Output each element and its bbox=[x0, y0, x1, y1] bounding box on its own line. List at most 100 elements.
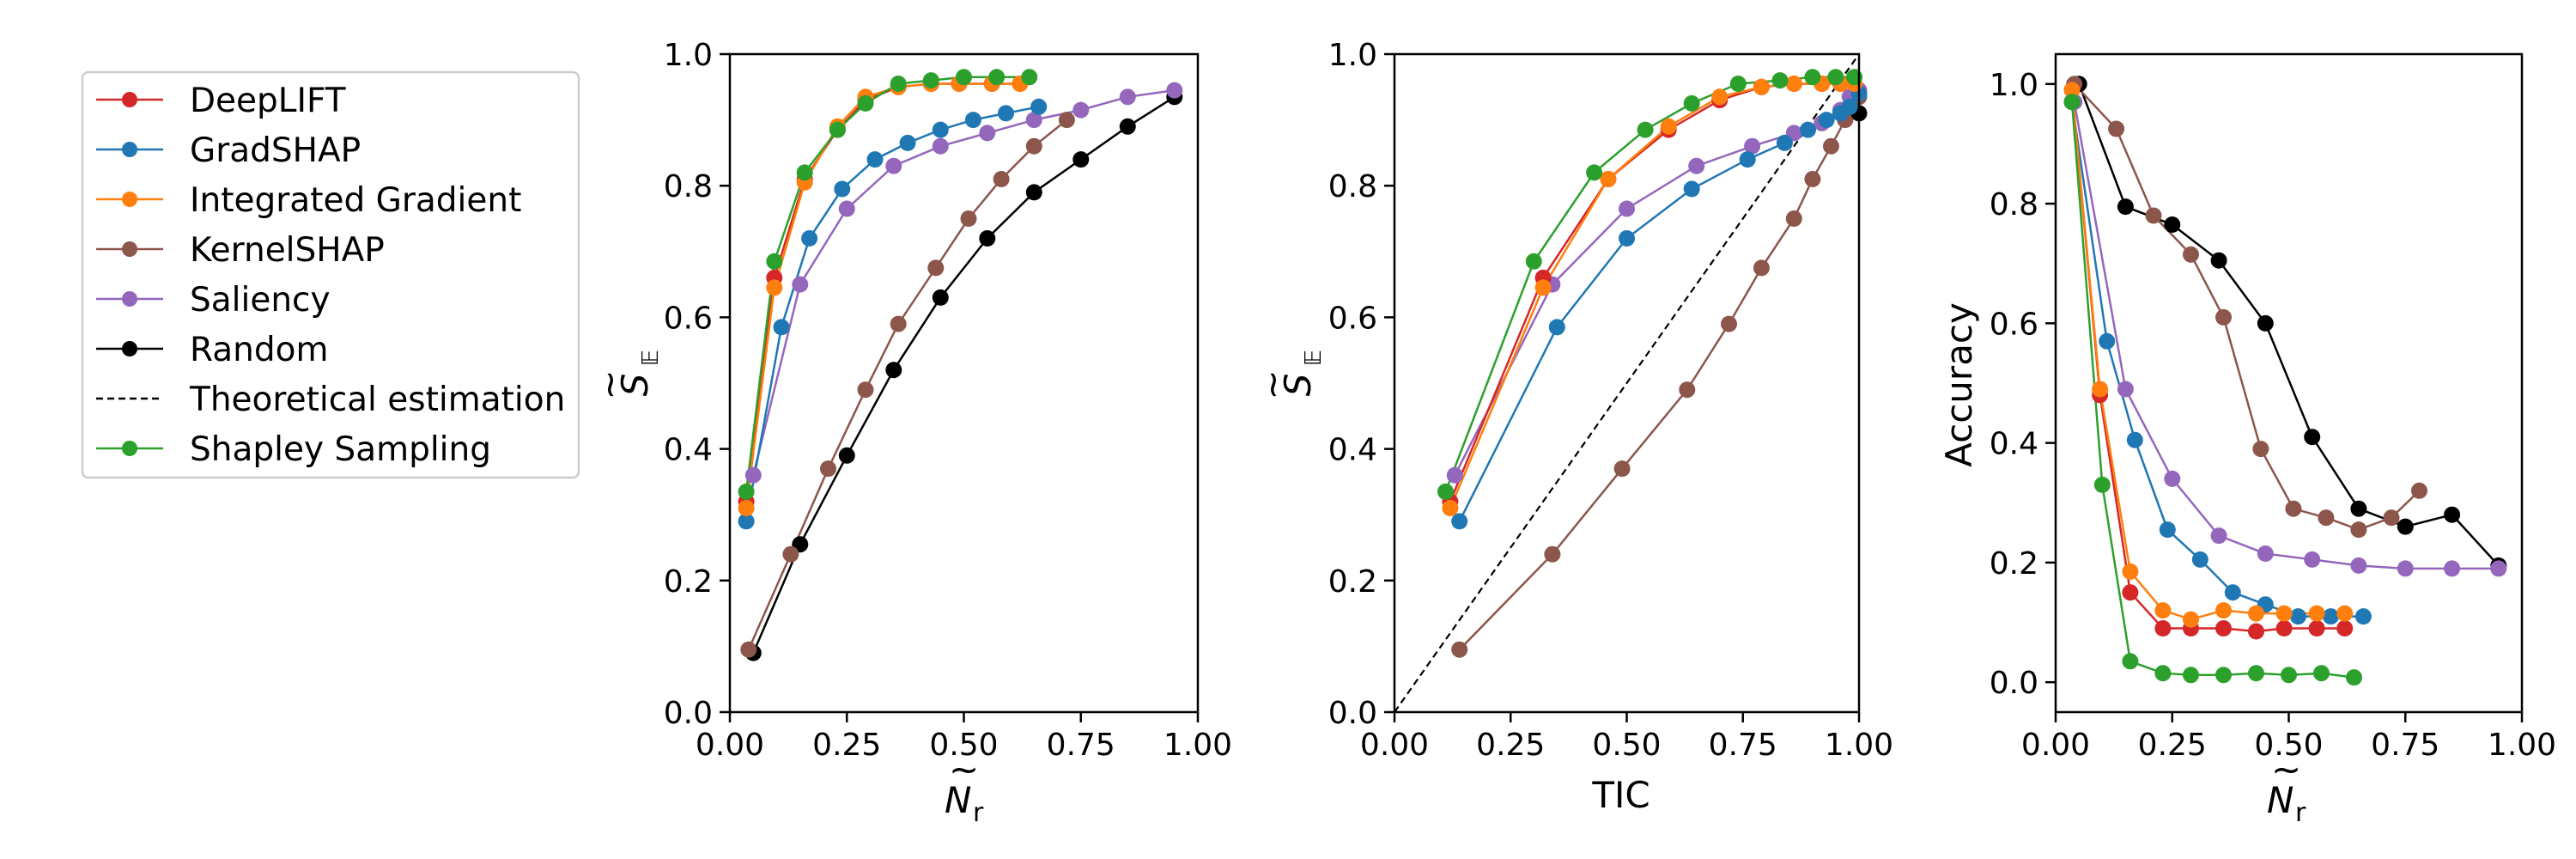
data-point-random bbox=[2117, 198, 2134, 216]
legend-marker-deeplift bbox=[122, 92, 137, 107]
legend-marker-integrated-gradient bbox=[122, 192, 137, 207]
y-tick-label: 0.0 bbox=[664, 696, 713, 731]
data-point-shapley-sampling bbox=[766, 253, 783, 270]
data-point-saliency bbox=[838, 200, 855, 217]
data-point-saliency bbox=[744, 466, 762, 484]
legend-entry-random: Random bbox=[96, 331, 328, 369]
data-point-shapley-sampling bbox=[2154, 665, 2172, 682]
x-axis-label-tilde: ~ bbox=[2271, 748, 2301, 790]
x-axis-label-subscript: r bbox=[973, 798, 984, 828]
data-point-gradshap bbox=[834, 180, 851, 198]
y-tick-label: 0.0 bbox=[1990, 666, 2038, 701]
y-tick-label: 0.4 bbox=[1990, 427, 2038, 462]
x-tick-label: 0.50 bbox=[929, 728, 998, 763]
data-point-integrated-gradient bbox=[2336, 605, 2354, 622]
data-point-shapley-sampling bbox=[1525, 253, 1542, 270]
data-point-integrated-gradient bbox=[2063, 82, 2081, 99]
legend-entry-deeplift: DeepLIFT bbox=[96, 82, 346, 120]
y-tick-label: 0.2 bbox=[1328, 564, 1377, 600]
data-point-kernelshap bbox=[927, 259, 945, 277]
data-point-kernelshap bbox=[2108, 120, 2125, 137]
data-point-shapley-sampling bbox=[829, 121, 846, 138]
data-point-saliency bbox=[979, 125, 996, 142]
data-point-shapley-sampling bbox=[890, 76, 907, 92]
data-point-saliency bbox=[1744, 137, 1761, 155]
data-point-kernelshap bbox=[960, 210, 977, 227]
chart-panel-3: 0.00 0.25 0.50 0.75 1.00 0.0 0.2 0.4 0.6 0.8 1.0 A… bbox=[1938, 52, 2556, 828]
data-point-random bbox=[932, 289, 949, 306]
data-point-gradshap bbox=[2224, 584, 2241, 601]
x-tick-label: 0.50 bbox=[2254, 728, 2323, 763]
data-point-shapley-sampling bbox=[2248, 665, 2264, 682]
data-point-random bbox=[1072, 151, 1090, 168]
data-point-random bbox=[979, 230, 996, 247]
data-point-saliency bbox=[2350, 557, 2367, 574]
series-line-shapley-sampling bbox=[744, 76, 1030, 492]
chart-panel-1: 0.00 0.25 0.50 0.75 1.00 0.0 0.2 0.4 0.6 0.8 1.0 S… bbox=[588, 38, 1232, 828]
data-point-saliency bbox=[932, 137, 949, 155]
y-tick-label: 1.0 bbox=[1328, 38, 1377, 73]
data-point-gradshap bbox=[2159, 521, 2176, 539]
y-tick-label: 0.0 bbox=[1328, 696, 1377, 731]
x-tick-label: 1.00 bbox=[1163, 728, 1232, 763]
data-point-integrated-gradient bbox=[2275, 605, 2293, 622]
legend-marker-gradshap bbox=[122, 142, 137, 157]
series-line-saliency bbox=[752, 88, 1175, 476]
data-point-kernelshap bbox=[740, 641, 757, 658]
data-point-shapley-sampling bbox=[1804, 69, 1821, 86]
data-point-kernelshap bbox=[1544, 545, 1561, 563]
data-point-kernelshap bbox=[1025, 137, 1042, 155]
data-point-shapley-sampling bbox=[922, 72, 939, 89]
legend-marker-shapley-sampling bbox=[122, 441, 137, 456]
y-tick-label: 0.6 bbox=[1328, 301, 1377, 336]
data-point-kernelshap bbox=[1058, 112, 1075, 129]
data-point-integrated-gradient bbox=[1785, 76, 1802, 92]
y-axis-label-main: S bbox=[614, 374, 656, 397]
data-point-gradshap bbox=[998, 105, 1014, 122]
data-point-integrated-gradient bbox=[1442, 500, 1459, 516]
y-tick-label: 0.4 bbox=[664, 433, 713, 468]
data-point-random bbox=[2304, 429, 2321, 446]
data-point-saliency bbox=[2444, 560, 2461, 577]
data-point-kernelshap bbox=[2252, 441, 2269, 458]
data-point-shapley-sampling bbox=[956, 69, 972, 86]
legend-entry-saliency: Saliency bbox=[96, 281, 331, 320]
data-point-gradshap bbox=[1776, 134, 1793, 151]
data-point-saliency bbox=[2117, 381, 2134, 398]
legend-label: Random bbox=[190, 331, 328, 369]
data-point-kernelshap bbox=[890, 315, 907, 332]
data-point-gradshap bbox=[964, 112, 981, 129]
data-point-integrated-gradient bbox=[2248, 605, 2264, 622]
x-tick-label: 0.50 bbox=[1592, 728, 1661, 763]
data-point-kernelshap bbox=[820, 460, 836, 478]
data-point-gradshap bbox=[2354, 608, 2372, 625]
data-point-shapley-sampling bbox=[2063, 94, 2081, 111]
legend-label: Shapley Sampling bbox=[190, 430, 491, 469]
data-point-gradshap bbox=[932, 121, 949, 138]
data-point-saliency bbox=[1688, 157, 1705, 174]
y-tick-label: 0.6 bbox=[1990, 307, 2038, 342]
data-point-shapley-sampling bbox=[1827, 69, 1844, 86]
x-axis-label-main: N bbox=[945, 779, 971, 821]
data-point-saliency bbox=[1119, 88, 1136, 106]
axes-frame bbox=[1393, 52, 1861, 714]
series-line-shapley-sampling bbox=[2070, 101, 2354, 679]
y-tick-label: 0.6 bbox=[664, 301, 713, 336]
data-point-saliency bbox=[1446, 466, 1463, 484]
x-axis-label: N ~ r bbox=[2267, 748, 2306, 828]
data-point-random bbox=[2257, 314, 2274, 332]
data-point-integrated-gradient bbox=[1660, 118, 1677, 135]
data-point-deeplift bbox=[2154, 620, 2172, 637]
data-point-integrated-gradient bbox=[1753, 78, 1770, 95]
x-tick-label: 1.00 bbox=[2488, 728, 2556, 763]
legend-entry-shapley-sampling: Shapley Sampling bbox=[96, 430, 491, 469]
data-point-shapley-sampling bbox=[1637, 121, 1654, 138]
legend-marker-random bbox=[122, 341, 137, 356]
data-point-kernelshap bbox=[1613, 460, 1631, 478]
legend-entry-gradshap: GradSHAP bbox=[96, 131, 361, 170]
data-point-kernelshap bbox=[2215, 308, 2232, 326]
y-tick-label: 0.2 bbox=[664, 564, 713, 600]
data-point-random bbox=[2210, 252, 2227, 269]
data-point-shapley-sampling bbox=[2215, 667, 2232, 684]
